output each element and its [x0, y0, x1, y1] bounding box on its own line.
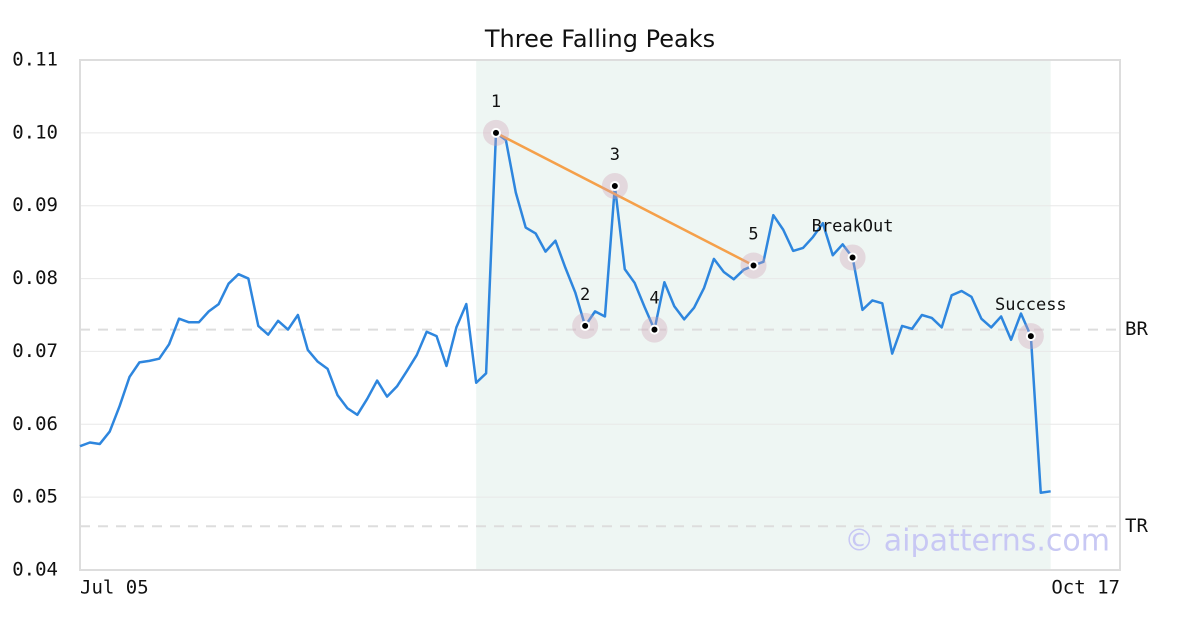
y-tick-label: 0.08: [12, 267, 58, 289]
y-tick-label: 0.04: [12, 559, 58, 581]
point-marker: [580, 320, 591, 331]
point-marker: [649, 324, 660, 335]
x-tick-label: Jul 05: [80, 577, 149, 599]
level-label: BR: [1125, 318, 1148, 340]
annotation-label: 3: [610, 145, 620, 165]
watermark: © aipatterns.com: [844, 524, 1110, 559]
point-marker: [748, 260, 759, 271]
price-line: [79, 131, 1051, 495]
y-tick-label: 0.06: [12, 413, 58, 435]
annotation-label: 4: [649, 289, 659, 309]
annotation-label: 1: [491, 92, 501, 112]
point-marker: [491, 127, 501, 138]
y-tick-label: 0.11: [12, 49, 58, 71]
annotation-label: Success: [995, 295, 1067, 315]
point-marker: [847, 252, 858, 263]
plot-frame: [79, 59, 1121, 571]
x-tick-label: Oct 17: [1051, 577, 1120, 599]
point-marker: [1025, 331, 1036, 342]
chart-title: Three Falling Peaks: [484, 25, 715, 53]
annotation-label: 5: [748, 224, 758, 244]
level-label: TR: [1125, 515, 1148, 537]
point-marker: [609, 181, 620, 192]
y-tick-label: 0.05: [12, 486, 58, 508]
y-tick-label: 0.10: [12, 121, 58, 143]
trendline: [495, 131, 755, 267]
pattern-region: [476, 60, 1051, 570]
y-tick-label: 0.07: [12, 340, 58, 362]
y-tick-label: 0.09: [12, 194, 58, 216]
annotation-label: 2: [580, 285, 590, 305]
annotation-label: BreakOut: [812, 216, 894, 236]
